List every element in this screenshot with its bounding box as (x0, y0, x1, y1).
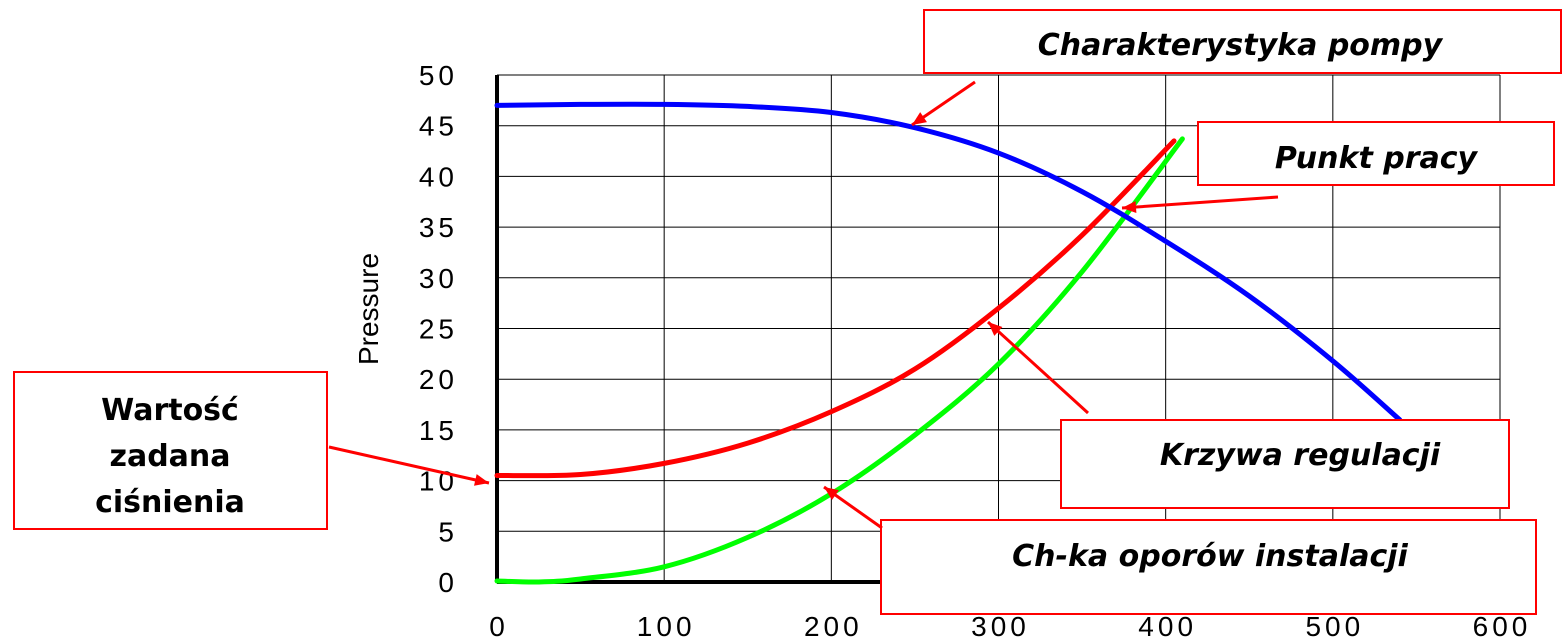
x-tick-label: 0 (489, 611, 509, 642)
annotation-text-setpoint: zadana (109, 439, 230, 474)
x-tick-label: 600 (1473, 611, 1532, 642)
x-tick-label: 200 (804, 611, 863, 642)
y-tick-label: 25 (419, 314, 458, 345)
y-tick-label: 20 (419, 364, 458, 395)
annotation-text-sys_char: Ch-ka oporów instalacji (1012, 539, 1408, 574)
annotation-box-pump_char (923, 9, 1562, 74)
series-line-system (494, 136, 1185, 585)
y-tick-label: 5 (438, 516, 458, 547)
annotations: Charakterystyka pompy Punkt pracy Krzywa r… (13, 9, 1562, 615)
annotation-arrowhead-reg_curve (988, 322, 1003, 336)
x-tick-label: 100 (637, 611, 696, 642)
y-tick-label: 15 (419, 415, 458, 446)
annotation-arrowhead-sys_char (824, 487, 839, 500)
y-tick-label: 0 (438, 567, 458, 598)
y-tick-label: 35 (419, 212, 458, 243)
y-axis-label: Pressure (353, 253, 384, 365)
x-tick-labels: 0 100 200 300 400 500 600 (489, 611, 1532, 642)
annotation-text-reg_curve: Krzywa regulacji (1160, 438, 1441, 473)
x-tick-label: 300 (971, 611, 1030, 642)
annotation-arrow-setpoint (328, 445, 490, 485)
annotation-arrowhead-pump_char (912, 112, 927, 125)
series-line-regulation (494, 138, 1177, 479)
annotation-text-setpoint: Wartość (101, 393, 239, 428)
x-tick-label: 400 (1138, 611, 1197, 642)
y-tick-label: 45 (419, 111, 458, 142)
annotation-box-sys_char (880, 519, 1537, 615)
annotation-arrow-work_point (1121, 195, 1279, 210)
annotation-arrowhead-work_point (1122, 201, 1137, 214)
annotation-box-setpoint (13, 371, 328, 530)
annotation-box-work_point (1197, 121, 1555, 186)
x-tick-label: 500 (1305, 611, 1364, 642)
annotation-arrow-reg_curve (986, 320, 1090, 415)
annotation-arrowhead-setpoint (474, 474, 489, 486)
annotation-box-reg_curve (1060, 419, 1510, 509)
y-tick-label: 50 (419, 60, 458, 91)
series-line-pump (494, 101, 1403, 423)
y-tick-label: 30 (419, 263, 458, 294)
y-tick-label: 40 (419, 161, 458, 192)
annotation-text-pump_char: Charakterystyka pompy (1038, 28, 1444, 63)
annotation-text-setpoint: ciśnienia (95, 485, 245, 520)
annotation-text-work_point: Punkt pracy (1275, 141, 1479, 176)
